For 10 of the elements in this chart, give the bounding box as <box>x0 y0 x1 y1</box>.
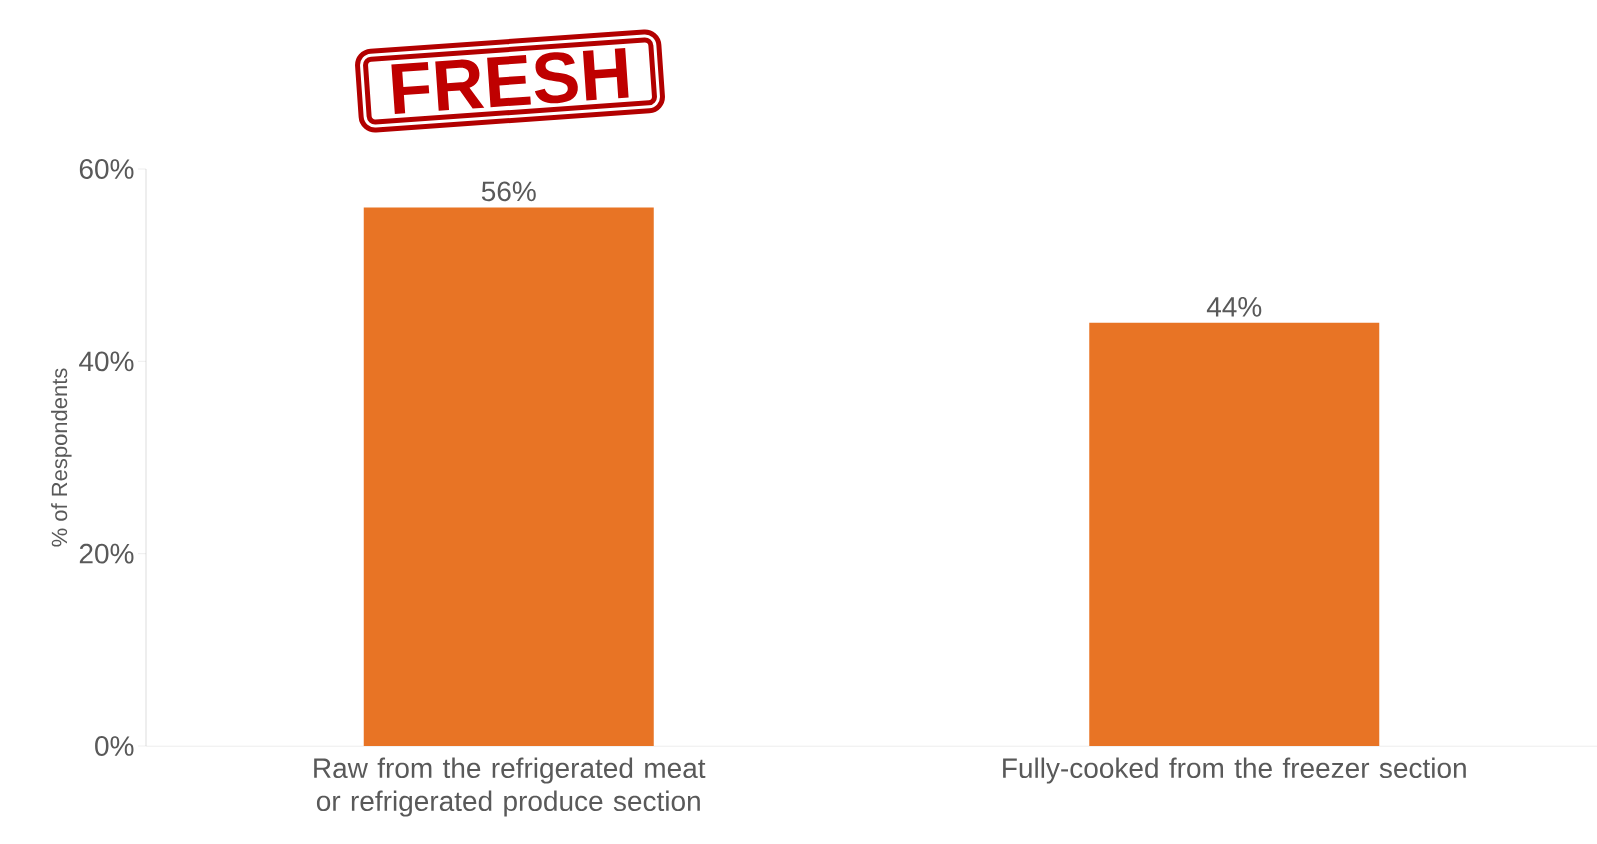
x-tick-label: Fully-cooked from the freezer section <box>1003 757 1466 784</box>
x-tick-label: Raw from the refrigerated meat or refrigerated produce section <box>314 757 706 817</box>
y-tick-label: 60% <box>79 159 134 179</box>
data-label: 56% <box>481 181 536 202</box>
text: FRESH <box>391 48 629 114</box>
y-tick-label: 0% <box>95 736 134 756</box>
y-tick-label: 40% <box>79 351 134 372</box>
data-label: 44% <box>1206 297 1262 317</box>
y-axis-title: % of Respondents <box>51 368 72 547</box>
y-tick-label: 20% <box>79 543 134 564</box>
